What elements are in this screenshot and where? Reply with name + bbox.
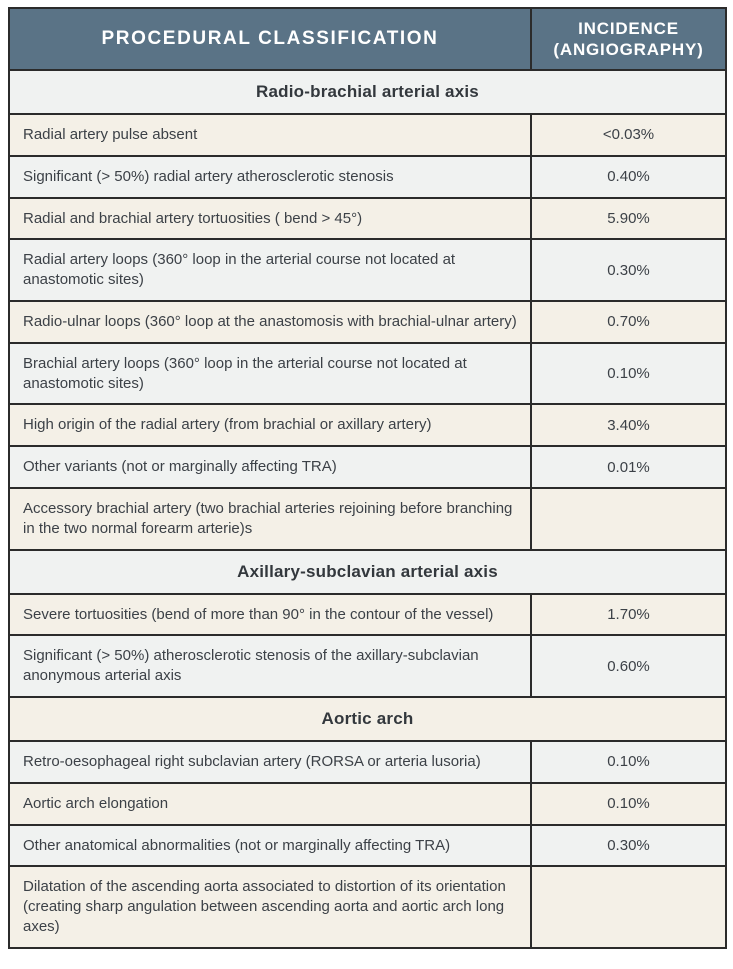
section-header-row: Radio-brachial arterial axis bbox=[8, 69, 727, 115]
row-incidence: 3.40% bbox=[530, 403, 727, 448]
row-incidence: 0.01% bbox=[530, 445, 727, 489]
row-label: Radial artery loops (360° loop in the ar… bbox=[8, 238, 532, 302]
section-title: Radio-brachial arterial axis bbox=[8, 69, 727, 115]
table-row: Radial and brachial artery tortuosities … bbox=[8, 196, 727, 241]
row-label: Radial artery pulse absent bbox=[8, 113, 532, 157]
table-row: Severe tortuosities (bend of more than 9… bbox=[8, 592, 727, 637]
row-incidence: 0.10% bbox=[530, 781, 727, 826]
row-incidence: <0.03% bbox=[530, 113, 727, 157]
row-incidence: 0.30% bbox=[530, 823, 727, 868]
table-row: High origin of the radial artery (from b… bbox=[8, 403, 727, 448]
table-row: Dilatation of the ascending aorta associ… bbox=[8, 865, 727, 949]
table-row: Other anatomical abnormalities (not or m… bbox=[8, 823, 727, 868]
row-label: Significant (> 50%) radial artery athero… bbox=[8, 154, 532, 199]
row-label: Aortic arch elongation bbox=[8, 781, 532, 826]
table-head: PROCEDURAL CLASSIFICATION INCIDENCE (ANG… bbox=[8, 7, 727, 71]
row-label: Other variants (not or marginally affect… bbox=[8, 445, 532, 489]
table-row: Radial artery pulse absent <0.03% bbox=[8, 113, 727, 157]
row-label: Dilatation of the ascending aorta associ… bbox=[8, 865, 532, 949]
table-row: Significant (> 50%) radial artery athero… bbox=[8, 154, 727, 199]
row-label: Brachial artery loops (360° loop in the … bbox=[8, 341, 532, 406]
row-incidence: 0.30% bbox=[530, 238, 727, 302]
table-row: Accessory brachial artery (two brachial … bbox=[8, 486, 727, 551]
row-incidence bbox=[530, 486, 727, 551]
table-row: Aortic arch elongation 0.10% bbox=[8, 781, 727, 826]
table-row: Radial artery loops (360° loop in the ar… bbox=[8, 238, 727, 302]
row-incidence: 0.10% bbox=[530, 341, 727, 406]
row-label: Radial and brachial artery tortuosities … bbox=[8, 196, 532, 241]
table-header-row: PROCEDURAL CLASSIFICATION INCIDENCE (ANG… bbox=[8, 7, 727, 71]
row-label: Other anatomical abnormalities (not or m… bbox=[8, 823, 532, 868]
section-header-row: Axillary-subclavian arterial axis bbox=[8, 548, 727, 595]
column-header-procedural-classification: PROCEDURAL CLASSIFICATION bbox=[8, 7, 532, 71]
column-header-incidence-angiography: INCIDENCE (ANGIOGRAPHY) bbox=[530, 7, 727, 71]
row-label: Accessory brachial artery (two brachial … bbox=[8, 486, 532, 551]
row-label: Retro-oesophageal right subclavian arter… bbox=[8, 739, 532, 784]
row-label: Significant (> 50%) atherosclerotic sten… bbox=[8, 634, 532, 698]
row-incidence: 0.10% bbox=[530, 739, 727, 784]
section-title: Aortic arch bbox=[8, 695, 727, 742]
section-title: Axillary-subclavian arterial axis bbox=[8, 548, 727, 595]
row-incidence: 0.40% bbox=[530, 154, 727, 199]
table-row: Retro-oesophageal right subclavian arter… bbox=[8, 739, 727, 784]
page: PROCEDURAL CLASSIFICATION INCIDENCE (ANG… bbox=[8, 7, 727, 949]
table-row: Radio-ulnar loops (360° loop at the anas… bbox=[8, 299, 727, 344]
row-incidence bbox=[530, 865, 727, 949]
table-row: Other variants (not or marginally affect… bbox=[8, 445, 727, 489]
row-incidence: 0.70% bbox=[530, 299, 727, 344]
row-label: Severe tortuosities (bend of more than 9… bbox=[8, 592, 532, 637]
table-row: Significant (> 50%) atherosclerotic sten… bbox=[8, 634, 727, 698]
row-incidence: 0.60% bbox=[530, 634, 727, 698]
table-row: Brachial artery loops (360° loop in the … bbox=[8, 341, 727, 406]
table-body: Radio-brachial arterial axis Radial arter… bbox=[8, 69, 727, 949]
section-header-row: Aortic arch bbox=[8, 695, 727, 742]
procedural-classification-table: PROCEDURAL CLASSIFICATION INCIDENCE (ANG… bbox=[8, 7, 727, 949]
row-label: High origin of the radial artery (from b… bbox=[8, 403, 532, 448]
row-incidence: 5.90% bbox=[530, 196, 727, 241]
row-label: Radio-ulnar loops (360° loop at the anas… bbox=[8, 299, 532, 344]
row-incidence: 1.70% bbox=[530, 592, 727, 637]
